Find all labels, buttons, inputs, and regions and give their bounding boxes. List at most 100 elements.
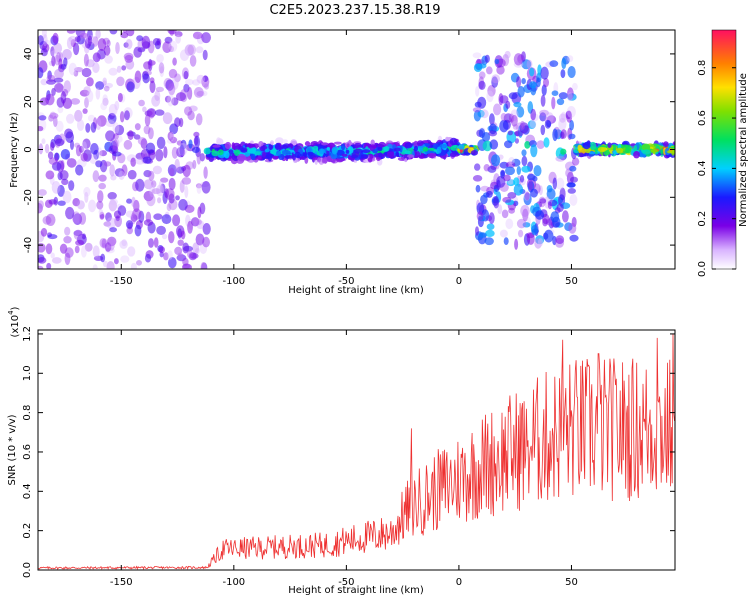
colorbar-tick-label: 0.0 [697,261,708,277]
spectrogram-cell [265,153,275,159]
spectrogram-cell [99,213,105,219]
spectrogram-cell [64,226,71,236]
spectrogram-cell [54,68,64,79]
spectrogram-cell [476,211,484,222]
spectrogram-cell [156,136,166,149]
spectrogram-cell [569,234,579,242]
spectrogram-cell [181,177,192,185]
spectrogram-cell [567,55,574,62]
spectrogram-cell [96,115,107,127]
spectrogram-cell [168,68,178,79]
spectrogram-cell [489,139,499,150]
spectrogram-cell [499,119,509,133]
spectrogram-cell [45,93,55,106]
spectrogram-cell [187,110,195,121]
spectrogram-cell [187,220,193,234]
spectrogram-cell [64,247,74,258]
spectrogram-cell [179,180,185,193]
spectrogram-cell [519,122,529,134]
spectrogram-cell [102,260,108,268]
spectrogram-cell [118,170,125,180]
spectrogram-cell [516,106,525,118]
spectrogram-cell [194,135,201,149]
spectrogram-cell [306,146,312,153]
spectrogram-cell [478,71,486,80]
spectrogram-cell [81,67,92,78]
spectrogram-cell [333,141,342,145]
spectrogram-cell [537,238,544,247]
spectrogram-cell [152,165,162,175]
spectrogram-cell [38,189,47,196]
spectrogram-cell [567,188,576,194]
spectrogram-cell [268,143,274,150]
spectrogram-cell [531,225,539,236]
spectrogram-cell [488,130,498,137]
spectrogram-cell [491,154,501,167]
snr-x-tick-label: -100 [222,577,245,588]
spectrogram-cell [50,50,56,57]
spectrogram-panel: -150 -100 -50 0 50 -40 -20 0 20 40 Height of str… [9,29,676,296]
spectrogram-cell [53,115,58,128]
spectrogram-cell [184,44,194,56]
spectrogram-cell [114,124,125,136]
spectrogram-cell [528,179,533,192]
spectrogram-cell [115,42,120,54]
spectrogram-cell [66,158,77,168]
spectrogram-cell [127,130,134,141]
spectrogram-cell [582,142,591,150]
spectrogram-cell [105,120,116,127]
spectrogram-cell [108,67,118,76]
spectrogram-cell [70,39,76,48]
spectrogram-cell [449,152,457,157]
spectrogram-cell [529,67,535,77]
spectrogram-cell [81,245,87,258]
spectrogram-cell [123,139,133,150]
spectrogram-cell [55,120,64,132]
spectrogram-cell [114,100,120,111]
spectrogram-cell [79,89,90,97]
spectrogram-cell [276,146,284,150]
spectrogram-cell [55,83,64,91]
spectrogram-cell [201,90,208,97]
spectrogram-cell [508,157,515,165]
spectrogram-cell [558,113,567,123]
spectrogram-cell [488,212,495,224]
spectrogram-cell [74,109,83,122]
spectrogram-cell [142,156,152,164]
spectrogram-cell [64,252,71,265]
spectrogram-cell [570,176,578,183]
spectrogram-cell [50,46,55,57]
spectrogram-cell [73,230,83,237]
spectrogram-cell [38,35,44,46]
spectrogram-cell [518,229,524,238]
spectrogram-cell [571,216,577,228]
spectrogram-cell [258,141,264,148]
spectrogram-cell [184,106,193,116]
spectrogram-cell [383,146,390,152]
snr-y-tick-label: 0.2 [22,523,33,539]
spectrogram-cell [196,90,205,97]
spectrogram-cell [98,174,107,182]
spectrogram-cell [167,250,173,260]
spectrogram-cell [148,127,154,140]
spectrogram-cell [529,81,537,89]
spectrogram-cell [114,215,122,228]
spectrogram-cell [38,203,43,214]
spectrogram-cell [556,203,564,213]
spectrogram-cell [90,122,97,133]
spectrogram-cell [478,128,486,139]
spectrogram-cell [87,35,93,46]
spectrogram-cell [551,90,559,96]
spectrogram-cell [538,185,543,196]
spectrogram-cell [97,38,107,51]
spectrogram-cell [90,143,99,155]
spectrogram-cell [133,134,141,140]
snr-y-tick-label: 1.0 [22,365,33,381]
spectrogram-cell [489,113,495,126]
spectrogram-cell [114,258,119,265]
spectrogram-cell [68,62,77,76]
spectrogram-cell [51,181,61,194]
spectrogram-cell [180,230,186,240]
spectrogram-cell [203,147,211,155]
spectrogram-cell [473,109,481,122]
